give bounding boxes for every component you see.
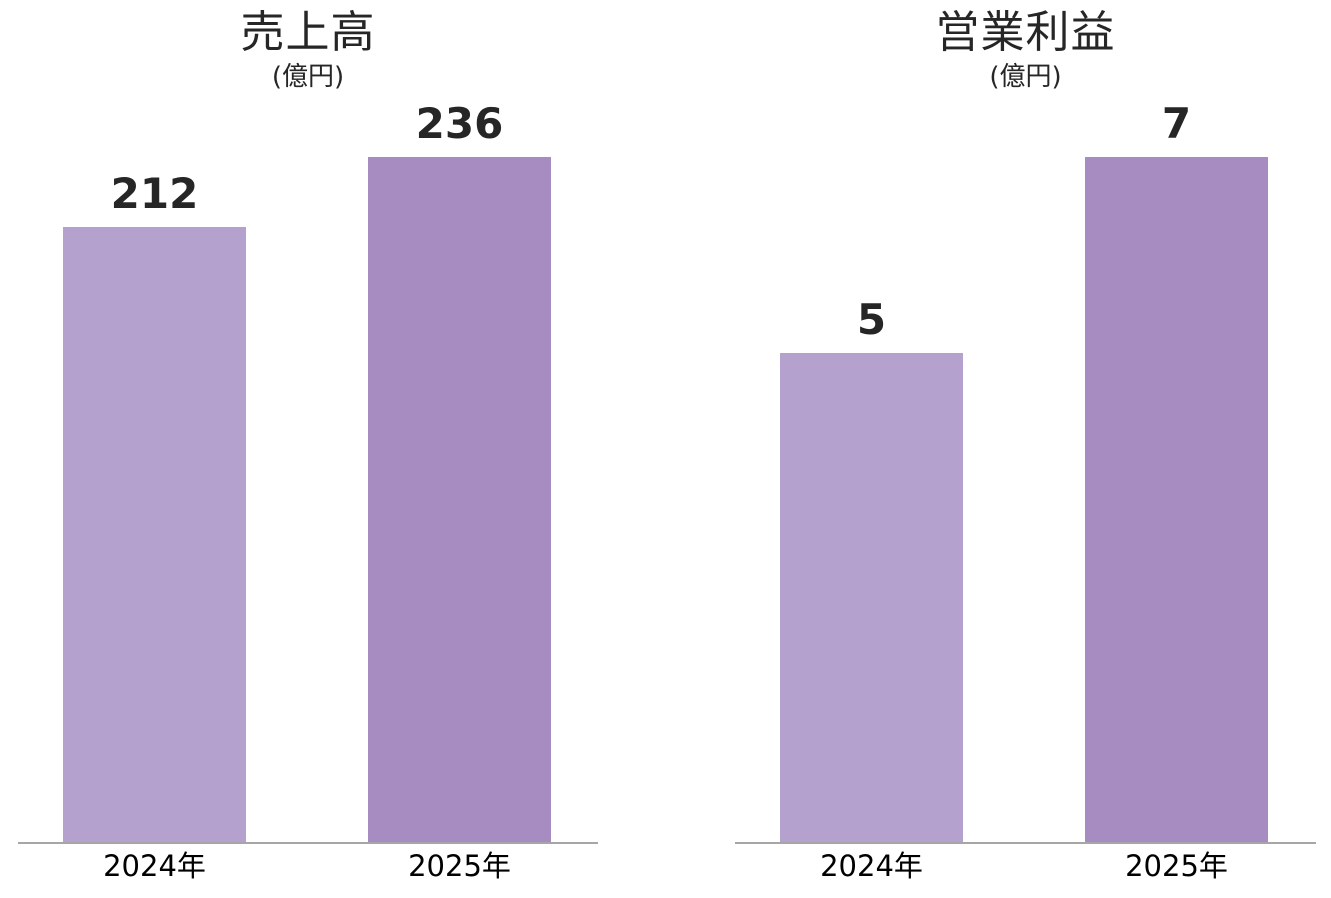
bar-2025年 — [368, 157, 551, 843]
chart-panel-revenue: 売上高 (億円) 212 2024年 236 2025年 — [18, 0, 598, 898]
x-axis-line-revenue — [18, 842, 598, 844]
bar-2024年 — [780, 353, 963, 843]
plot-area-operating-profit: 5 2024年 7 2025年 — [735, 0, 1316, 898]
bar-value-label: 7 — [1161, 99, 1192, 148]
bar-value-label: 5 — [856, 295, 887, 344]
x-axis-line-operating-profit — [735, 842, 1316, 844]
chart-panel-operating-profit: 営業利益 (億円) 5 2024年 7 2025年 — [735, 0, 1316, 898]
chart-title-revenue: 売上高 — [240, 7, 376, 58]
bar-value-label: 212 — [110, 169, 199, 218]
bar-2025年 — [1085, 157, 1268, 843]
chart-unit-label-operating-profit: (億円) — [989, 62, 1062, 92]
x-axis-category-label: 2025年 — [1125, 849, 1228, 883]
bar-2024年 — [63, 227, 246, 843]
bar-value-label: 236 — [415, 99, 504, 148]
x-axis-category-label: 2024年 — [103, 849, 206, 883]
x-axis-category-label: 2025年 — [408, 849, 511, 883]
x-axis-category-label: 2024年 — [820, 849, 923, 883]
chart-title-operating-profit: 営業利益 — [935, 7, 1116, 58]
plot-area-revenue: 212 2024年 236 2025年 — [18, 0, 598, 898]
chart-unit-label-revenue: (億円) — [271, 62, 345, 92]
